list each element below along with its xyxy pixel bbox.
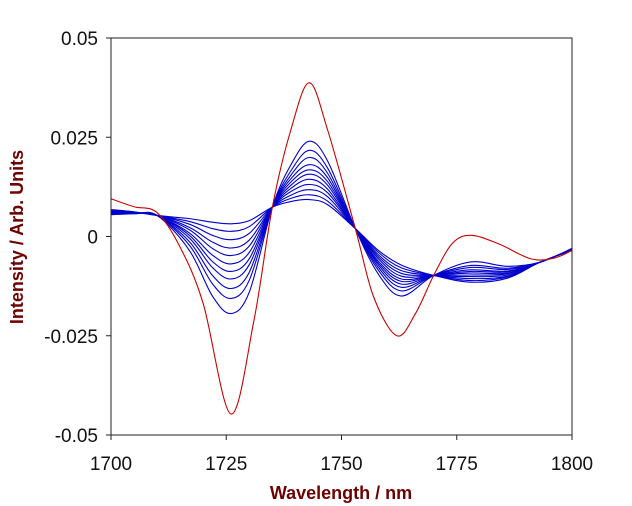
- blue-series-line-11: [110, 140, 573, 315]
- x-tick-label: 1725: [205, 454, 247, 475]
- blue-series-line-7: [110, 169, 573, 283]
- y-axis-label: Intensity / Arb. Units: [7, 150, 27, 324]
- blue-series-line-9: [110, 156, 573, 290]
- x-tick-label: 1750: [320, 454, 362, 475]
- x-tick-label: 1700: [90, 454, 132, 475]
- x-tick-label: 1800: [551, 454, 593, 475]
- y-tick-label: 0: [87, 228, 98, 249]
- ticks-group: 1700 1725 1750 1775 1800 0.05 0.025 0 -0.025 -0.0…: [44, 29, 593, 475]
- y-tick-label: 0.05: [61, 29, 98, 50]
- x-axis-label: Wavelength / nm: [270, 483, 412, 503]
- blue-series-line-10: [110, 149, 573, 299]
- series-group: [110, 82, 573, 415]
- x-tick-label: 1775: [436, 454, 478, 475]
- y-tick-label: -0.025: [44, 327, 98, 348]
- blue-series-line-4: [110, 183, 573, 278]
- blue-series-line-3: [110, 189, 573, 280]
- y-tick-label: -0.05: [55, 426, 98, 447]
- plot-frame: [110, 37, 573, 436]
- blue-series-line-1: [110, 198, 573, 283]
- blue-series-line-2: [110, 194, 573, 282]
- red-series-line: [110, 82, 573, 415]
- y-tick-label: 0.025: [50, 128, 98, 149]
- blue-series-line-8: [110, 164, 573, 285]
- blue-series-line-6: [110, 173, 573, 281]
- blue-series-line-5: [110, 178, 573, 278]
